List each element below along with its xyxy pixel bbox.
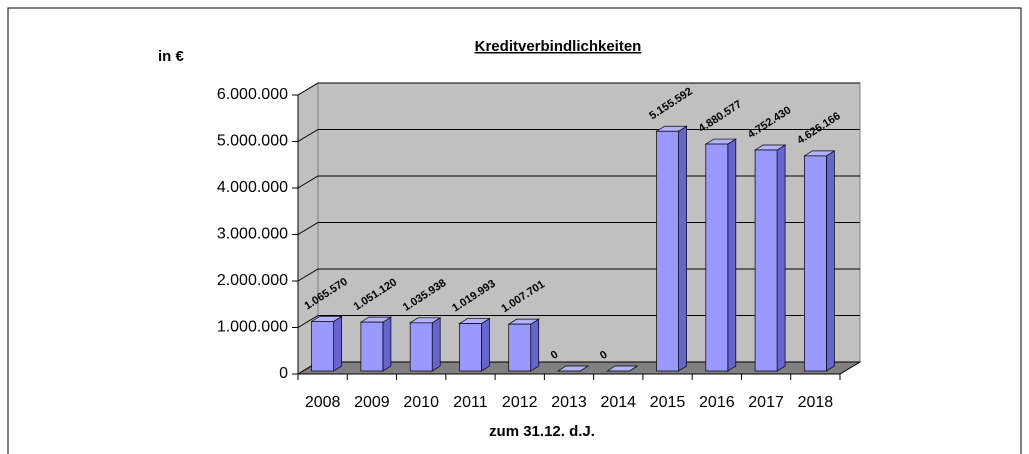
x-axis-depth — [839, 361, 861, 375]
x-tick-label: 2014 — [600, 394, 636, 411]
bar — [311, 321, 334, 372]
bar-side — [431, 317, 441, 372]
chart-title: Kreditverbindlichkeiten — [475, 38, 642, 55]
y-tick-label: 6.000.000 — [217, 86, 288, 103]
y-tick-label: 0 — [279, 365, 288, 382]
bar-side — [826, 150, 835, 372]
bar — [804, 155, 827, 372]
x-tick-label: 2010 — [403, 394, 439, 411]
bar — [459, 323, 482, 372]
bar-side — [678, 125, 687, 372]
bar-top — [556, 365, 590, 372]
x-tick-label: 2011 — [453, 394, 488, 411]
x-tick-label: 2009 — [354, 394, 390, 411]
bar — [656, 130, 679, 372]
y-tick-label: 2.000.000 — [217, 272, 288, 289]
x-tick-label: 2012 — [502, 394, 538, 411]
x-axis-label: zum 31.12. d.J. — [489, 423, 595, 440]
y-tick-label: 3.000.000 — [217, 226, 288, 243]
bar-side — [481, 317, 490, 372]
x-tick-label: 2018 — [798, 394, 834, 411]
x-tick-label: 2016 — [699, 394, 735, 411]
bar-side — [333, 315, 342, 372]
y-axis-label: in € — [158, 48, 184, 65]
grid-line — [297, 82, 860, 96]
bar — [705, 143, 729, 372]
value-label: 0 — [598, 349, 610, 362]
x-tick-label: 2008 — [305, 394, 341, 411]
chart-frame — [7, 7, 1022, 454]
y-tick-label: 4.000.000 — [217, 179, 288, 196]
bar-side — [727, 138, 737, 372]
bar-side — [382, 316, 392, 372]
bar-side — [776, 144, 786, 372]
bar-side — [530, 318, 540, 372]
x-tick-label: 2013 — [551, 394, 587, 411]
bar-top — [606, 365, 639, 372]
value-label: 0 — [549, 349, 561, 362]
bar — [754, 149, 778, 372]
x-tick-label: 2017 — [748, 394, 784, 411]
bar — [360, 321, 384, 372]
bar — [409, 322, 433, 372]
y-tick-label: 5.000.000 — [217, 133, 288, 150]
y-tick-label: 1.000.000 — [217, 319, 288, 336]
x-tick-label: 2015 — [650, 394, 686, 411]
bar — [508, 323, 532, 372]
